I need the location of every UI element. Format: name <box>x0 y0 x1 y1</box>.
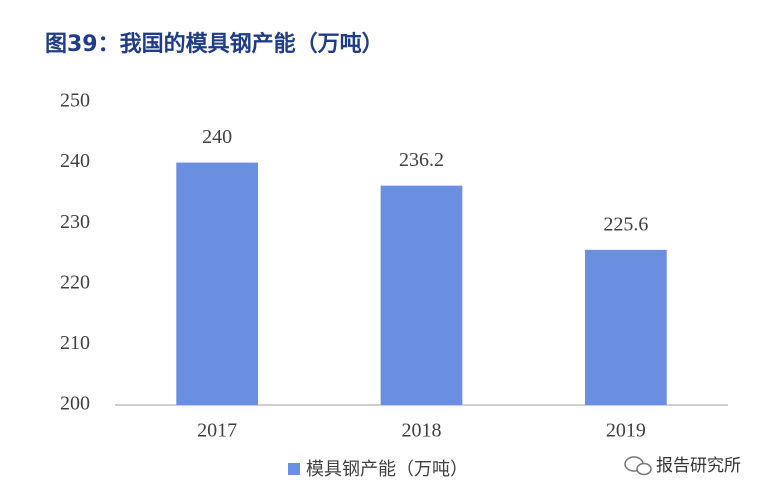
x-tick-label: 2017 <box>197 420 237 442</box>
watermark-text: 报告研究所 <box>656 456 741 476</box>
y-tick-label: 220 <box>60 271 90 293</box>
x-tick-label: 2018 <box>402 420 442 442</box>
y-tick-label: 250 <box>60 90 90 112</box>
bar <box>584 249 667 405</box>
y-tick-label: 230 <box>60 211 90 233</box>
y-tick-label: 200 <box>60 393 90 415</box>
y-tick-label: 240 <box>60 150 90 172</box>
chart-title: 图39：我国的模具钢产能（万吨） <box>45 31 384 57</box>
y-tick-label: 210 <box>60 332 90 354</box>
watermark: 报告研究所 <box>624 456 741 476</box>
data-label: 225.6 <box>603 213 648 235</box>
legend-label: 模具钢产能（万吨） <box>306 459 468 480</box>
bar <box>176 162 259 405</box>
watermark-icon <box>636 462 652 476</box>
x-tick-label: 2019 <box>606 420 646 442</box>
data-label: 236.2 <box>399 149 444 171</box>
data-label: 240 <box>202 126 232 148</box>
bar <box>380 185 463 405</box>
legend-swatch <box>288 463 300 475</box>
